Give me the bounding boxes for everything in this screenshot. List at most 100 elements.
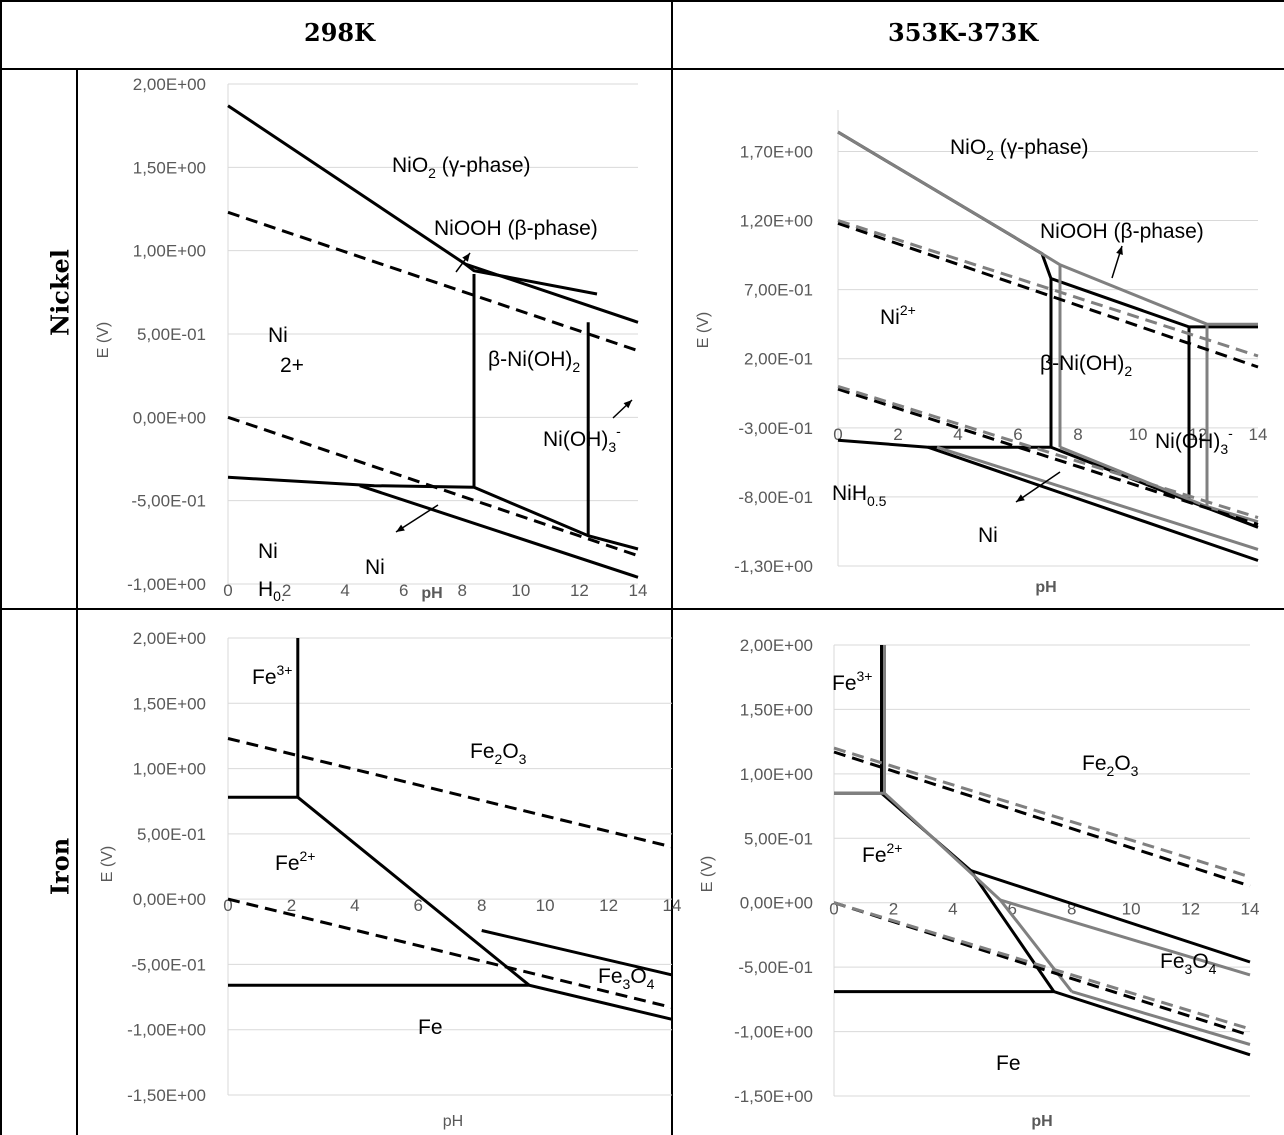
x-tick-label: 14 xyxy=(1241,900,1260,919)
x-tick-label: 8 xyxy=(1067,900,1076,919)
series-line xyxy=(837,438,1259,529)
region-label: NiOOH (β-phase) xyxy=(434,217,598,240)
series-line xyxy=(834,990,1251,1057)
y-tick-label: 1,50E+00 xyxy=(133,694,206,713)
y-tick-label: 0,00E+00 xyxy=(740,894,813,913)
y-tick-label: -1,50E+00 xyxy=(734,1087,813,1106)
series-line xyxy=(837,384,1259,520)
region-label: Fe2O3 xyxy=(1082,752,1139,779)
x-axis-label: pH xyxy=(421,585,442,602)
x-tick-label: 12 xyxy=(1189,425,1208,444)
x-tick-label: 6 xyxy=(399,581,408,600)
y-tick-label: 5,00E-01 xyxy=(137,325,206,344)
x-tick-label: 10 xyxy=(536,896,555,915)
y-tick-label: -1,00E+00 xyxy=(127,575,206,594)
y-tick-label: 1,50E+00 xyxy=(740,700,813,719)
arrow-head xyxy=(396,524,405,532)
x-tick-label: 0 xyxy=(829,900,838,919)
y-tick-label: -3,00E-01 xyxy=(738,419,813,438)
region-label: Ni xyxy=(268,324,288,347)
series-line xyxy=(227,475,639,551)
region-label: Ni xyxy=(258,540,278,563)
col-header-353K-373K: 353K-373K xyxy=(888,18,1039,47)
x-tick-label: 8 xyxy=(1073,425,1082,444)
series-line xyxy=(833,901,1251,1031)
y-tick-label: -5,00E-01 xyxy=(131,492,206,511)
arrow-head xyxy=(1016,494,1025,502)
y-tick-label: 7,00E-01 xyxy=(744,281,813,300)
region-label: Ni(OH)3- xyxy=(1155,425,1233,457)
series-line xyxy=(834,791,1073,993)
x-tick-label: 12 xyxy=(599,896,618,915)
region-label: NiOOH (β-phase) xyxy=(1040,220,1204,243)
region-label: NiO2 (γ-phase) xyxy=(392,154,531,181)
x-axis-label: pH xyxy=(1035,579,1056,596)
y-tick-label: 1,20E+00 xyxy=(740,212,813,231)
region-label: Fe xyxy=(418,1016,443,1039)
series-line xyxy=(833,746,1251,879)
x-tick-label: 12 xyxy=(1181,900,1200,919)
y-tick-label: -1,50E+00 xyxy=(127,1086,206,1105)
x-tick-label: 14 xyxy=(1249,425,1268,444)
series-line xyxy=(228,983,673,1021)
x-tick-label: 2 xyxy=(893,425,902,444)
x-tick-label: 10 xyxy=(1129,425,1148,444)
series-line xyxy=(481,929,673,977)
y-tick-label: 5,00E-01 xyxy=(744,829,813,848)
x-tick-label: 6 xyxy=(414,896,423,915)
series-line xyxy=(227,104,598,296)
y-tick-label: -1,30E+00 xyxy=(734,557,813,576)
x-tick-label: 4 xyxy=(948,900,957,919)
region-label: β-Ni(OH)2 xyxy=(1040,352,1132,379)
series-line xyxy=(833,901,1251,1037)
region-label: Ni xyxy=(365,556,385,579)
x-tick-label: 14 xyxy=(663,896,682,915)
region-label: NiO2 (γ-phase) xyxy=(950,136,1089,163)
arrow-line xyxy=(395,504,439,533)
col-header-298K: 298K xyxy=(304,18,375,47)
y-tick-label: 1,00E+00 xyxy=(740,765,813,784)
x-tick-label: 0 xyxy=(833,425,842,444)
series-line xyxy=(837,221,1259,369)
y-tick-label: -5,00E-01 xyxy=(738,958,813,977)
x-tick-label: 2 xyxy=(287,896,296,915)
series-line xyxy=(999,898,1251,977)
region-label: Fe3O4 xyxy=(598,965,655,992)
series-line xyxy=(227,737,673,849)
series-line xyxy=(936,445,1259,551)
arrow-head xyxy=(623,400,632,409)
region-label: Fe xyxy=(996,1052,1021,1075)
y-tick-label: -5,00E-01 xyxy=(131,955,206,974)
y-tick-label: -1,00E+00 xyxy=(734,1023,813,1042)
x-tick-label: 12 xyxy=(570,581,589,600)
y-tick-label: 2,00E+00 xyxy=(133,75,206,94)
series-line xyxy=(228,795,531,987)
series-line xyxy=(227,897,673,1009)
y-tick-label: 5,00E-01 xyxy=(137,825,206,844)
region-label: Fe3+ xyxy=(832,668,872,695)
x-tick-label: 10 xyxy=(1122,900,1141,919)
x-tick-label: 0 xyxy=(223,896,232,915)
region-label: Fe3O4 xyxy=(1160,950,1217,977)
x-tick-label: 6 xyxy=(1008,900,1017,919)
x-axis-label: pH xyxy=(443,1113,463,1130)
x-tick-label: 14 xyxy=(629,581,648,600)
region-label: Fe2+ xyxy=(862,840,902,867)
x-tick-label: 4 xyxy=(340,581,349,600)
y-tick-label: 1,00E+00 xyxy=(133,760,206,779)
y-axis-label: E (V) xyxy=(695,312,712,348)
x-tick-label: 4 xyxy=(350,896,359,915)
x-tick-label: 10 xyxy=(511,581,530,600)
series-line xyxy=(837,387,1259,526)
arrow-head xyxy=(462,253,470,262)
series-line xyxy=(927,445,1259,562)
x-tick-label: 2 xyxy=(889,900,898,919)
y-tick-label: -8,00E-01 xyxy=(738,488,813,507)
y-tick-label: 0,00E+00 xyxy=(133,890,206,909)
x-tick-label: 8 xyxy=(458,581,467,600)
series-line xyxy=(227,210,639,353)
